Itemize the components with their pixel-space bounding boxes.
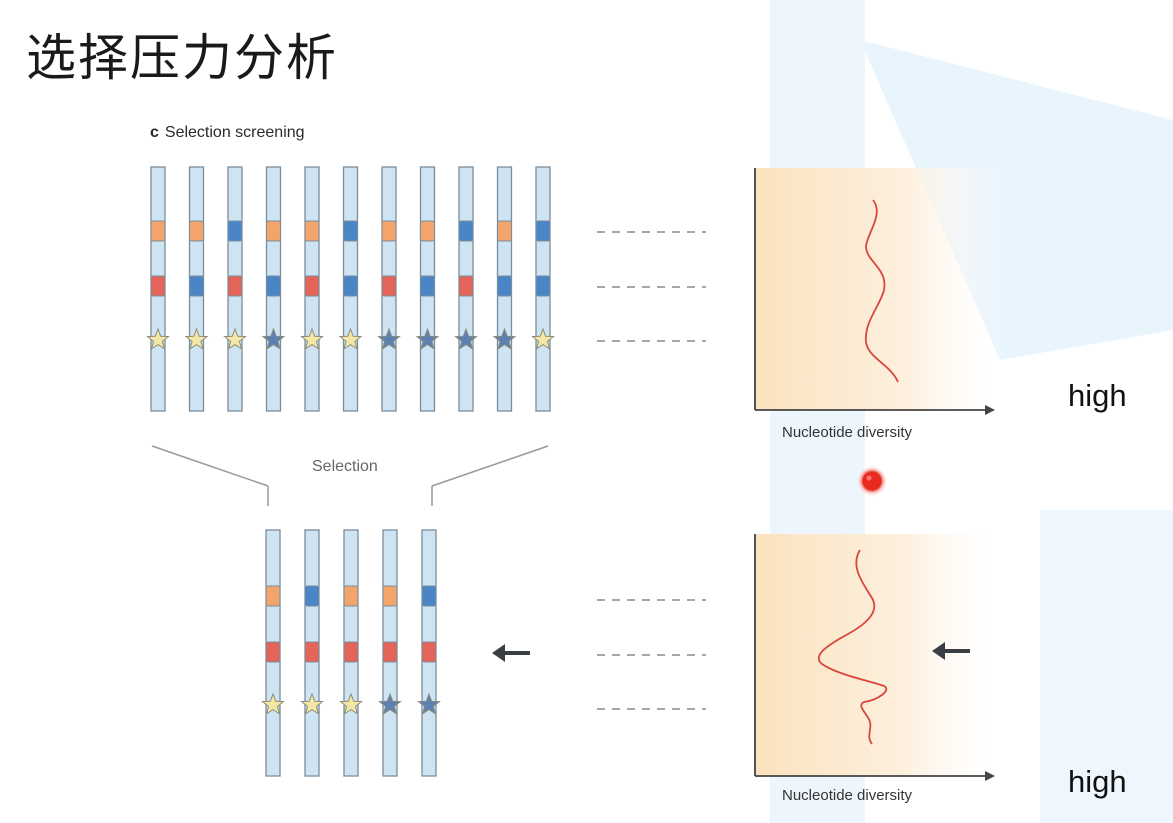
- top-chromosome-group: [146, 166, 555, 412]
- left-arrow-icon: [492, 644, 530, 662]
- locus-marker: [189, 220, 204, 242]
- plot-background: [755, 168, 1005, 410]
- locus-marker: [266, 220, 281, 242]
- locus-marker: [535, 275, 551, 297]
- locus-marker: [266, 275, 281, 297]
- star-icon: [184, 327, 209, 351]
- x-axis-arrowhead: [985, 405, 995, 415]
- star-icon: [415, 327, 440, 351]
- chromosome: [261, 529, 285, 777]
- x-axis-label-bottom: Nucleotide diversity: [782, 787, 913, 804]
- plot-background: [755, 534, 1005, 776]
- chromosome: [377, 166, 401, 412]
- funnel-left-line: [151, 445, 269, 487]
- star-icon: [339, 692, 363, 716]
- locus-marker: [150, 220, 166, 242]
- panel-name: Selection screening: [164, 124, 305, 141]
- star-icon: [338, 327, 363, 351]
- star-icon: [417, 692, 441, 716]
- high-label-top: high: [1068, 378, 1127, 413]
- star-icon: [261, 327, 286, 351]
- locus-marker: [227, 220, 243, 242]
- locus-marker: [535, 220, 551, 242]
- locus-marker: [227, 275, 243, 297]
- locus-marker: [381, 275, 397, 297]
- locus-marker: [343, 275, 358, 297]
- chromosome: [184, 166, 209, 412]
- chromosome: [339, 529, 363, 777]
- chromosome: [146, 166, 170, 412]
- locus-marker: [343, 220, 358, 242]
- selection-funnel: [151, 445, 549, 506]
- locus-marker: [420, 220, 435, 242]
- chromosome: [454, 166, 478, 412]
- chromosome: [338, 166, 363, 412]
- locus-marker: [497, 275, 512, 297]
- locus-marker: [343, 641, 359, 663]
- star-icon: [223, 327, 247, 351]
- star-icon: [492, 327, 517, 351]
- star-icon: [300, 692, 324, 716]
- locus-marker: [343, 585, 359, 607]
- chromosome: [415, 166, 440, 412]
- left-arrow-icon: [932, 642, 970, 660]
- locus-marker: [304, 220, 320, 242]
- chromosome: [223, 166, 247, 412]
- bottom-diversity-plot: [754, 534, 1005, 781]
- top-diversity-plot: [754, 168, 1005, 415]
- locus-marker: [150, 275, 166, 297]
- star-icon: [531, 327, 555, 351]
- panel-letter: c: [150, 124, 159, 141]
- locus-marker: [304, 585, 320, 607]
- locus-marker: [304, 641, 320, 663]
- chromosome: [417, 529, 441, 777]
- red-dot-icon: [856, 465, 888, 497]
- locus-marker: [265, 641, 281, 663]
- locus-marker: [381, 220, 397, 242]
- star-icon: [377, 327, 401, 351]
- star-icon: [261, 692, 285, 716]
- locus-marker: [421, 641, 437, 663]
- locus-marker: [420, 275, 435, 297]
- locus-marker: [189, 275, 204, 297]
- star-icon: [300, 327, 324, 351]
- star-icon: [454, 327, 478, 351]
- chromosome: [492, 166, 517, 412]
- locus-marker: [421, 585, 437, 607]
- panel-label: c Selection screening: [150, 124, 305, 142]
- star-icon: [378, 692, 402, 716]
- diversity-curve: [865, 199, 899, 383]
- locus-marker: [382, 585, 398, 607]
- star-icon: [146, 327, 170, 351]
- locus-marker: [458, 220, 474, 242]
- chromosome: [531, 166, 555, 412]
- chromosome: [300, 166, 324, 412]
- dashed-connectors: [597, 231, 706, 710]
- locus-marker: [304, 275, 320, 297]
- chromosome: [261, 166, 286, 412]
- locus-marker: [265, 585, 281, 607]
- locus-marker: [497, 220, 512, 242]
- diversity-curve: [817, 549, 888, 745]
- x-axis-arrowhead: [985, 771, 995, 781]
- x-axis-label-top: Nucleotide diversity: [782, 424, 913, 441]
- high-label-bottom: high: [1068, 764, 1127, 799]
- bottom-chromosome-group: [261, 529, 441, 777]
- locus-marker: [382, 641, 398, 663]
- funnel-right-line: [431, 445, 549, 487]
- locus-marker: [458, 275, 474, 297]
- chromosome: [300, 529, 324, 777]
- selection-label: Selection: [312, 458, 378, 475]
- slide-title: 选择压力分析: [26, 29, 338, 87]
- chromosome: [378, 529, 402, 777]
